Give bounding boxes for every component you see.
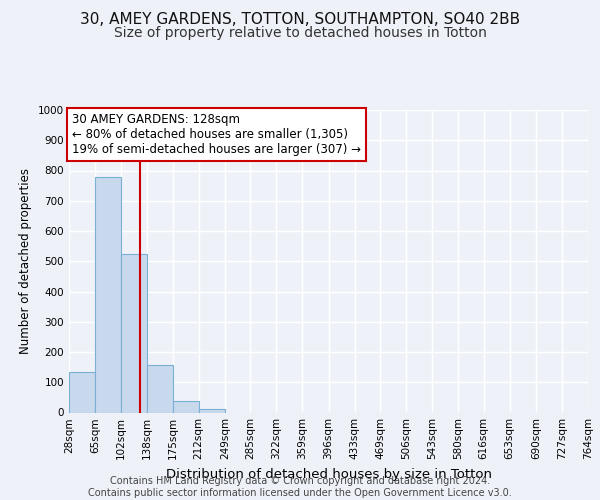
Bar	[146, 365, 173, 412]
Bar	[173, 402, 199, 412]
X-axis label: Distribution of detached houses by size in Totton: Distribution of detached houses by size …	[166, 468, 491, 481]
Text: 30, AMEY GARDENS, TOTTON, SOUTHAMPTON, SO40 2BB: 30, AMEY GARDENS, TOTTON, SOUTHAMPTON, S…	[80, 12, 520, 28]
Text: Contains HM Land Registry data © Crown copyright and database right 2024.
Contai: Contains HM Land Registry data © Crown c…	[88, 476, 512, 498]
Text: 30 AMEY GARDENS: 128sqm
← 80% of detached houses are smaller (1,305)
19% of semi: 30 AMEY GARDENS: 128sqm ← 80% of detache…	[72, 113, 361, 156]
Bar	[95, 177, 121, 412]
Y-axis label: Number of detached properties: Number of detached properties	[19, 168, 32, 354]
Bar	[69, 372, 95, 412]
Text: Size of property relative to detached houses in Totton: Size of property relative to detached ho…	[113, 26, 487, 40]
Bar	[121, 254, 146, 412]
Bar	[199, 409, 225, 412]
